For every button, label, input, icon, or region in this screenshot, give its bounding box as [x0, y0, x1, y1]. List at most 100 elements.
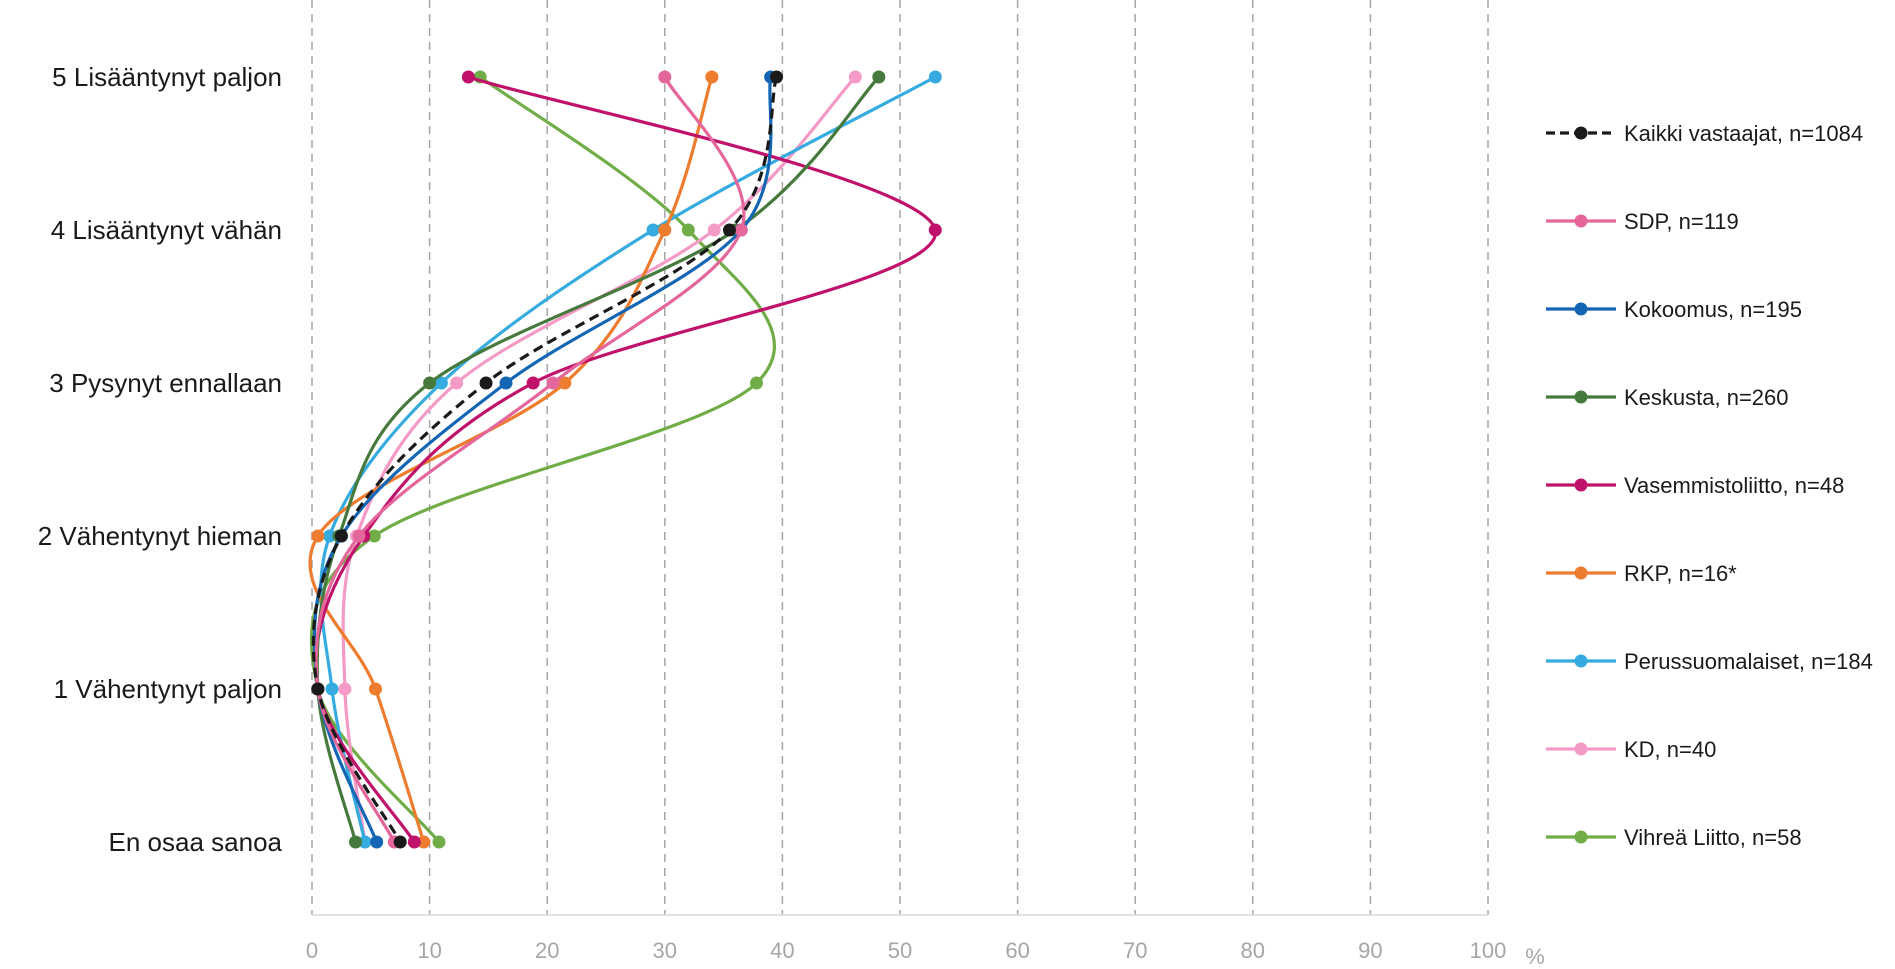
series: [311, 70, 886, 849]
legend-marker: [1574, 390, 1588, 404]
legend-label: Kokoomus, n=195: [1624, 297, 1802, 322]
data-point: [349, 835, 363, 849]
category-label: 5 Lisääntynyt paljon: [52, 62, 282, 92]
data-point: [358, 835, 372, 849]
x-tick-label: 60: [1005, 938, 1029, 963]
legend-label: Kaikki vastaajat, n=1084: [1624, 121, 1863, 146]
category-labels: 5 Lisääntynyt paljon 4 Lisääntynyt vähän 3…: [38, 62, 283, 857]
category-label: 1 Vähentynyt paljon: [54, 674, 282, 704]
x-unit-label: %: [1525, 944, 1545, 969]
legend-item: Vasemmistoliitto, n=48: [1546, 473, 1844, 498]
legend-item: Perussuomalaiset, n=184: [1546, 649, 1873, 674]
legend-item: KD, n=40: [1546, 737, 1716, 762]
legend-item: Kaikki vastaajat, n=1084: [1546, 121, 1863, 146]
legend-marker: [1574, 302, 1588, 316]
data-point: [526, 376, 540, 390]
legend: Kaikki vastaajat, n=1084 SDP, n=119 Kokoom…: [1546, 121, 1873, 850]
data-point: [928, 70, 942, 84]
category-label: 4 Lisääntynyt vähän: [51, 215, 282, 245]
data-point: [928, 223, 942, 237]
x-tick-label: 30: [653, 938, 677, 963]
grid-layer: [311, 0, 1489, 915]
data-point: [370, 835, 384, 849]
data-point: [323, 529, 337, 543]
x-tick-label: 90: [1358, 938, 1382, 963]
data-point: [848, 70, 862, 84]
data-point: [658, 70, 672, 84]
data-point: [311, 682, 325, 696]
series: [319, 70, 942, 849]
data-point: [417, 835, 431, 849]
legend-label: RKP, n=16*: [1624, 561, 1737, 586]
data-point: [479, 376, 493, 390]
legend-item: Keskusta, n=260: [1546, 385, 1789, 410]
data-point: [338, 682, 352, 696]
legend-label: KD, n=40: [1624, 737, 1716, 762]
series-line: [311, 76, 779, 843]
legend-marker: [1574, 566, 1588, 580]
data-point: [423, 376, 437, 390]
data-point: [461, 70, 475, 84]
legend-item: Vihreä Liitto, n=58: [1546, 825, 1802, 850]
series-line: [341, 75, 857, 843]
legend-label: Perussuomalaiset, n=184: [1624, 649, 1873, 674]
x-tick-label: 0: [306, 938, 318, 963]
data-point: [352, 529, 366, 543]
series: [309, 70, 777, 849]
data-point: [432, 835, 446, 849]
legend-marker: [1574, 478, 1588, 492]
series-line: [312, 76, 773, 843]
legend-label: Vihreä Liitto, n=58: [1624, 825, 1802, 850]
data-point: [546, 376, 560, 390]
legend-label: Keskusta, n=260: [1624, 385, 1789, 410]
data-point: [705, 70, 719, 84]
data-point: [558, 376, 572, 390]
data-point: [681, 223, 695, 237]
x-tick-label: 50: [888, 938, 912, 963]
series-layer: [308, 70, 942, 849]
data-point: [872, 70, 886, 84]
series: [311, 70, 778, 849]
series: [311, 70, 942, 849]
legend-label: Vasemmistoliitto, n=48: [1624, 473, 1844, 498]
category-label: En osaa sanoa: [109, 827, 283, 857]
data-point: [750, 376, 764, 390]
series-line: [309, 75, 777, 843]
category-label: 3 Pysynyt ennallaan: [49, 368, 282, 398]
x-tick-label: 100: [1470, 938, 1507, 963]
x-tick-label: 20: [535, 938, 559, 963]
x-tick-label: 10: [417, 938, 441, 963]
x-tick-label: 70: [1123, 938, 1147, 963]
data-point: [658, 223, 672, 237]
data-point: [707, 223, 721, 237]
data-point: [325, 682, 339, 696]
data-point: [434, 376, 448, 390]
legend-marker: [1574, 126, 1588, 140]
data-point: [407, 835, 421, 849]
legend-item: RKP, n=16*: [1546, 561, 1737, 586]
legend-item: SDP, n=119: [1546, 209, 1739, 234]
legend-marker: [1574, 654, 1588, 668]
data-point: [734, 223, 748, 237]
data-point: [334, 529, 348, 543]
data-point: [311, 529, 325, 543]
data-point: [450, 376, 464, 390]
x-axis: 0 10 20 30 40 50 60 70 80 90 100%: [306, 914, 1545, 969]
data-point: [499, 376, 513, 390]
legend-label: SDP, n=119: [1624, 209, 1739, 234]
data-point: [770, 70, 784, 84]
data-point: [367, 529, 381, 543]
series: [311, 70, 784, 849]
x-tick-label: 40: [770, 938, 794, 963]
data-point: [369, 682, 383, 696]
series: [338, 70, 862, 849]
data-point: [722, 223, 736, 237]
legend-marker: [1574, 742, 1588, 756]
legend-marker: [1574, 214, 1588, 228]
legend-item: Kokoomus, n=195: [1546, 297, 1802, 322]
data-point: [646, 223, 660, 237]
x-tick-label: 80: [1241, 938, 1265, 963]
category-label: 2 Vähentynyt hieman: [38, 521, 282, 551]
legend-marker: [1574, 830, 1588, 844]
